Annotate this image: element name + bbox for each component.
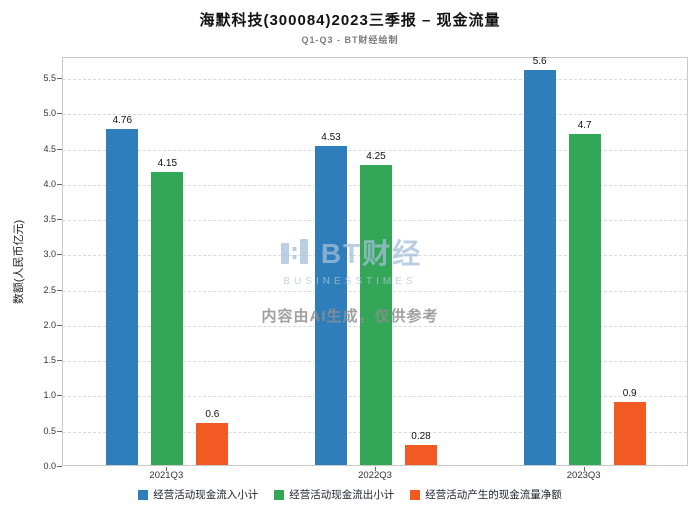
gridline [63,149,687,151]
y-tick-mark [57,360,62,362]
bar-value-label: 4.25 [366,151,386,163]
gridline [63,79,687,81]
legend-label: 经营活动现金流入小计 [153,489,259,501]
y-tick-label: 4.5 [43,143,56,154]
bar [568,133,601,465]
x-tick-mark [583,467,585,471]
bar-value-label: 4.15 [157,158,178,170]
bar [360,165,392,465]
bar-value-label: 4.53 [321,131,341,143]
legend-label: 经营活动产生的现金流量净额 [425,489,562,501]
bar-value-label: 0.6 [205,408,220,420]
y-tick-mark [57,113,62,115]
y-tick-label: 1.0 [43,390,56,401]
legend-label: 经营活动现金流出小计 [289,489,395,501]
bar-value-label: 4.76 [112,115,133,127]
y-tick-label: 2.0 [43,319,56,330]
bar [405,445,437,465]
y-tick-label: 0.0 [43,461,56,471]
bar [106,129,139,465]
bar-value-label: 0.28 [411,431,431,443]
plot-area: 4.76 4.15 0.6 4.53 4.25 0.28 5.6 4.7 0.9 [62,56,688,466]
y-tick-label: 5.5 [43,73,56,84]
bar [613,401,646,465]
y-tick-mark [57,219,62,221]
bar-value-label: 0.9 [622,387,637,399]
y-tick-mark [57,78,62,80]
x-tick-mark [166,467,168,471]
y-tick-label: 3.0 [43,249,56,260]
y-tick-mark [57,466,62,467]
y-tick-mark [57,148,62,150]
legend: 经营活动现金流入小计 经营活动现金流出小计 经营活动产生的现金流量净额 [0,487,700,502]
y-tick-mark [57,395,62,397]
y-tick-mark [57,254,62,256]
bar [196,422,229,465]
gridline [63,114,687,116]
chart-subtitle: Q1-Q3 - BT财经绘制 [301,35,399,45]
y-tick-label: 1.5 [43,355,56,366]
bar [315,145,347,465]
y-tick-mark [57,289,62,291]
y-tick-label: 5.0 [43,108,56,119]
x-tick-label: 2023Q3 [566,470,601,481]
y-tick-mark [57,430,62,432]
y-tick-label: 3.5 [43,214,56,225]
bar [523,70,556,465]
x-tick-label: 2021Q3 [149,470,184,481]
x-tick-label: 2022Q3 [358,470,392,481]
y-tick-mark [57,324,62,326]
legend-swatch [138,489,149,500]
y-tick-label: 2.5 [43,284,56,295]
y-tick-mark [57,183,62,185]
legend-item: 经营活动产生的现金流量净额 [410,487,562,502]
y-tick-label: 0.5 [43,425,56,436]
legend-item: 经营活动现金流入小计 [138,487,258,502]
bar [151,172,184,465]
bar-value-label: 5.6 [532,56,547,68]
bar-value-label: 4.7 [577,119,592,131]
legend-swatch [274,489,285,500]
legend-swatch [410,489,421,500]
legend-item: 经营活动现金流出小计 [274,487,394,502]
x-tick-mark [375,467,376,471]
y-tick-label: 4.0 [43,178,56,189]
chart-title: 海默科技(300084)2023三季报 – 现金流量 [199,12,501,29]
